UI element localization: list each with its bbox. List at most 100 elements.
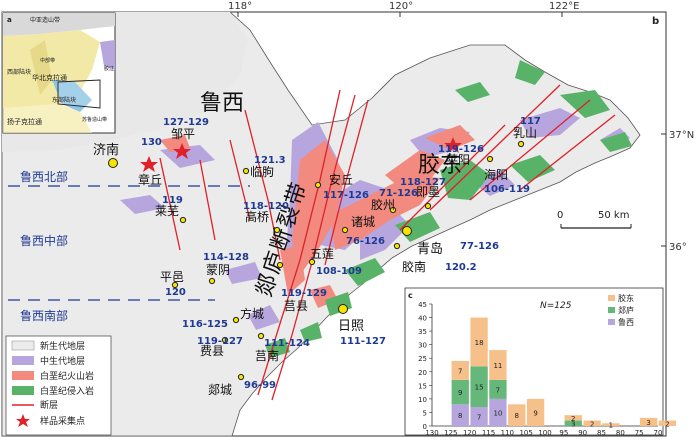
place-jimo: 即墨 bbox=[416, 185, 440, 199]
zone-label-south: 鲁西南部 bbox=[20, 308, 68, 323]
age-labels: 130 127-129 121.3 117-126 118-120 119 11… bbox=[141, 116, 541, 391]
histogram-bar-segment bbox=[526, 398, 545, 426]
inset-label: 西部陆块 bbox=[7, 68, 31, 76]
histogram-data-label: 1 bbox=[609, 422, 613, 430]
intrusive-rocks bbox=[265, 60, 632, 358]
histogram-bar-segment bbox=[451, 360, 469, 380]
place-haiyang: 海阳 bbox=[484, 167, 508, 182]
histogram-bar-segment bbox=[489, 398, 507, 426]
place-zouping: 邹平 bbox=[171, 127, 195, 141]
age-junan: 111-124 bbox=[264, 338, 310, 349]
place-wulian: 五莲 bbox=[310, 247, 334, 261]
age-gaoqiao: 118-120 bbox=[243, 201, 289, 212]
place-anqiu: 安丘 bbox=[329, 172, 353, 187]
histogram-y-axis: 0 5 10 15 20 25 30 35 40 45 bbox=[418, 301, 433, 431]
place-jinan: 济南 bbox=[93, 142, 119, 158]
place-fangcheng: 方城 bbox=[240, 306, 264, 321]
age-mengyin: 114-128 bbox=[203, 252, 249, 263]
histogram-data-label: 2 bbox=[590, 420, 594, 428]
top-axis: 118° 120° 122°E bbox=[228, 1, 579, 17]
histogram-x-tick-label: 95 bbox=[559, 429, 568, 437]
histogram-data-label: 15 bbox=[475, 384, 484, 392]
histogram-x-tick-label: 70 bbox=[654, 429, 663, 437]
histogram-bar-segment bbox=[583, 420, 601, 426]
histogram-data-label: 18 bbox=[475, 339, 484, 347]
legend-swatch-mesozoic bbox=[12, 356, 34, 365]
histogram-y-tick-label: 35 bbox=[418, 328, 427, 336]
histogram-bar-segment bbox=[470, 317, 488, 367]
histogram-data-label: 8 bbox=[458, 412, 462, 420]
age-laiwu: 119 bbox=[162, 195, 183, 206]
legend-label: 新生代地层 bbox=[40, 340, 85, 352]
zone-label-central: 鲁西中部 bbox=[20, 233, 68, 248]
place-rushan: 乳山 bbox=[513, 126, 537, 140]
histogram-bar-segment bbox=[508, 404, 526, 426]
place-jiaozhou: 胶州 bbox=[371, 197, 395, 212]
age-laiyang: 119-126 bbox=[438, 144, 484, 155]
age-rushan: 117 bbox=[520, 116, 541, 127]
histogram-y-tick-label: 15 bbox=[418, 382, 427, 390]
histogram-y-tick-label: 10 bbox=[418, 396, 427, 404]
histogram-bar-segment bbox=[470, 366, 488, 408]
histogram-y-tick-label: 0 bbox=[423, 423, 427, 431]
age-qingdao: 77-126 bbox=[460, 241, 499, 252]
histogram-data-label: 3 bbox=[571, 420, 575, 428]
sample-stars bbox=[140, 137, 462, 172]
age-jiaonan: 120.2 bbox=[445, 262, 477, 273]
scale-end: 50 km bbox=[598, 210, 629, 221]
legend-label: 样品采集点 bbox=[40, 415, 85, 427]
place-laiwu: 莱芜 bbox=[155, 204, 179, 218]
age-haiyang: 106-119 bbox=[484, 184, 530, 195]
legend-swatch-star bbox=[16, 414, 30, 427]
place-mengyin: 蒙阴 bbox=[206, 263, 230, 277]
histogram-bars bbox=[451, 317, 677, 426]
right-tick-label: 37°N bbox=[669, 130, 694, 141]
place-pingyi: 平邑 bbox=[160, 270, 184, 284]
region-label-jiaodong: 胶东 bbox=[418, 153, 462, 178]
age-zhucheng: 76-126 bbox=[346, 236, 385, 247]
histogram-y-tick-label: 5 bbox=[423, 409, 427, 417]
region-label-luxi: 鲁西 bbox=[200, 91, 244, 116]
right-tick-label: 36° bbox=[669, 242, 687, 253]
age-linqu: 121.3 bbox=[254, 155, 286, 166]
place-tancheng: 郯城 bbox=[208, 383, 232, 397]
place-juxian: 莒县 bbox=[284, 299, 308, 313]
inset-map: a 中亚造山带 西部陆块 华北克拉通 东部陆块 扬子克拉通 胶辽 苏鲁造山带 中… bbox=[2, 12, 116, 134]
legend: 新生代地层 中生代地层 白垩纪火山岩 白垩纪侵入岩 断层 样品采集点 bbox=[5, 335, 112, 436]
inset-label: 中部带 bbox=[40, 57, 55, 64]
histogram-legend-label: 胶东 bbox=[618, 293, 634, 303]
legend-label: 白垩纪火山岩 bbox=[40, 370, 94, 382]
age-tancheng: 96-99 bbox=[244, 380, 276, 391]
inset-label: 胶辽 bbox=[104, 65, 114, 72]
histogram-data-label: 8 bbox=[515, 412, 519, 420]
histogram-x-tick-label: 125 bbox=[444, 429, 457, 437]
top-tick-label: 118° bbox=[228, 1, 252, 12]
age-jiaozhou: 71-126 bbox=[379, 188, 418, 199]
legend-label: 白垩纪侵入岩 bbox=[40, 385, 94, 397]
zone-label-north: 鲁西北部 bbox=[20, 169, 68, 184]
histogram-legend-label: 鲁西 bbox=[618, 317, 634, 327]
age-anqiu: 117-126 bbox=[323, 190, 369, 201]
histogram-data-label: 9 bbox=[458, 389, 462, 397]
inset-label: 东部陆块 bbox=[52, 96, 76, 104]
histogram-bar-segment bbox=[602, 423, 620, 426]
histogram-data-label: 3 bbox=[646, 419, 650, 427]
histogram-y-tick-label: 25 bbox=[418, 355, 427, 363]
histogram-x-tick-label: 115 bbox=[482, 429, 495, 437]
age-rizhao: 111-127 bbox=[340, 336, 386, 347]
histogram-y-tick-label: 30 bbox=[418, 342, 427, 350]
histogram-x-tick-label: 90 bbox=[578, 429, 587, 437]
place-gaoqiao: 高桥 bbox=[245, 209, 269, 224]
scale-bar: 0 50 km bbox=[557, 210, 632, 229]
panel-label-c: c bbox=[408, 291, 413, 300]
age-fangcheng: 116-125 bbox=[182, 319, 228, 330]
histogram-x-tick-label: 105 bbox=[519, 429, 532, 437]
place-junan: 莒南 bbox=[255, 348, 279, 363]
histogram-data-label: 9 bbox=[533, 409, 537, 417]
place-qingdao: 青岛 bbox=[417, 241, 443, 257]
histogram-x-axis: 130 125 120 115 110 105 100 95 90 85 80 75 70 bbox=[425, 425, 663, 437]
histogram-x-tick-label: 80 bbox=[616, 429, 625, 437]
